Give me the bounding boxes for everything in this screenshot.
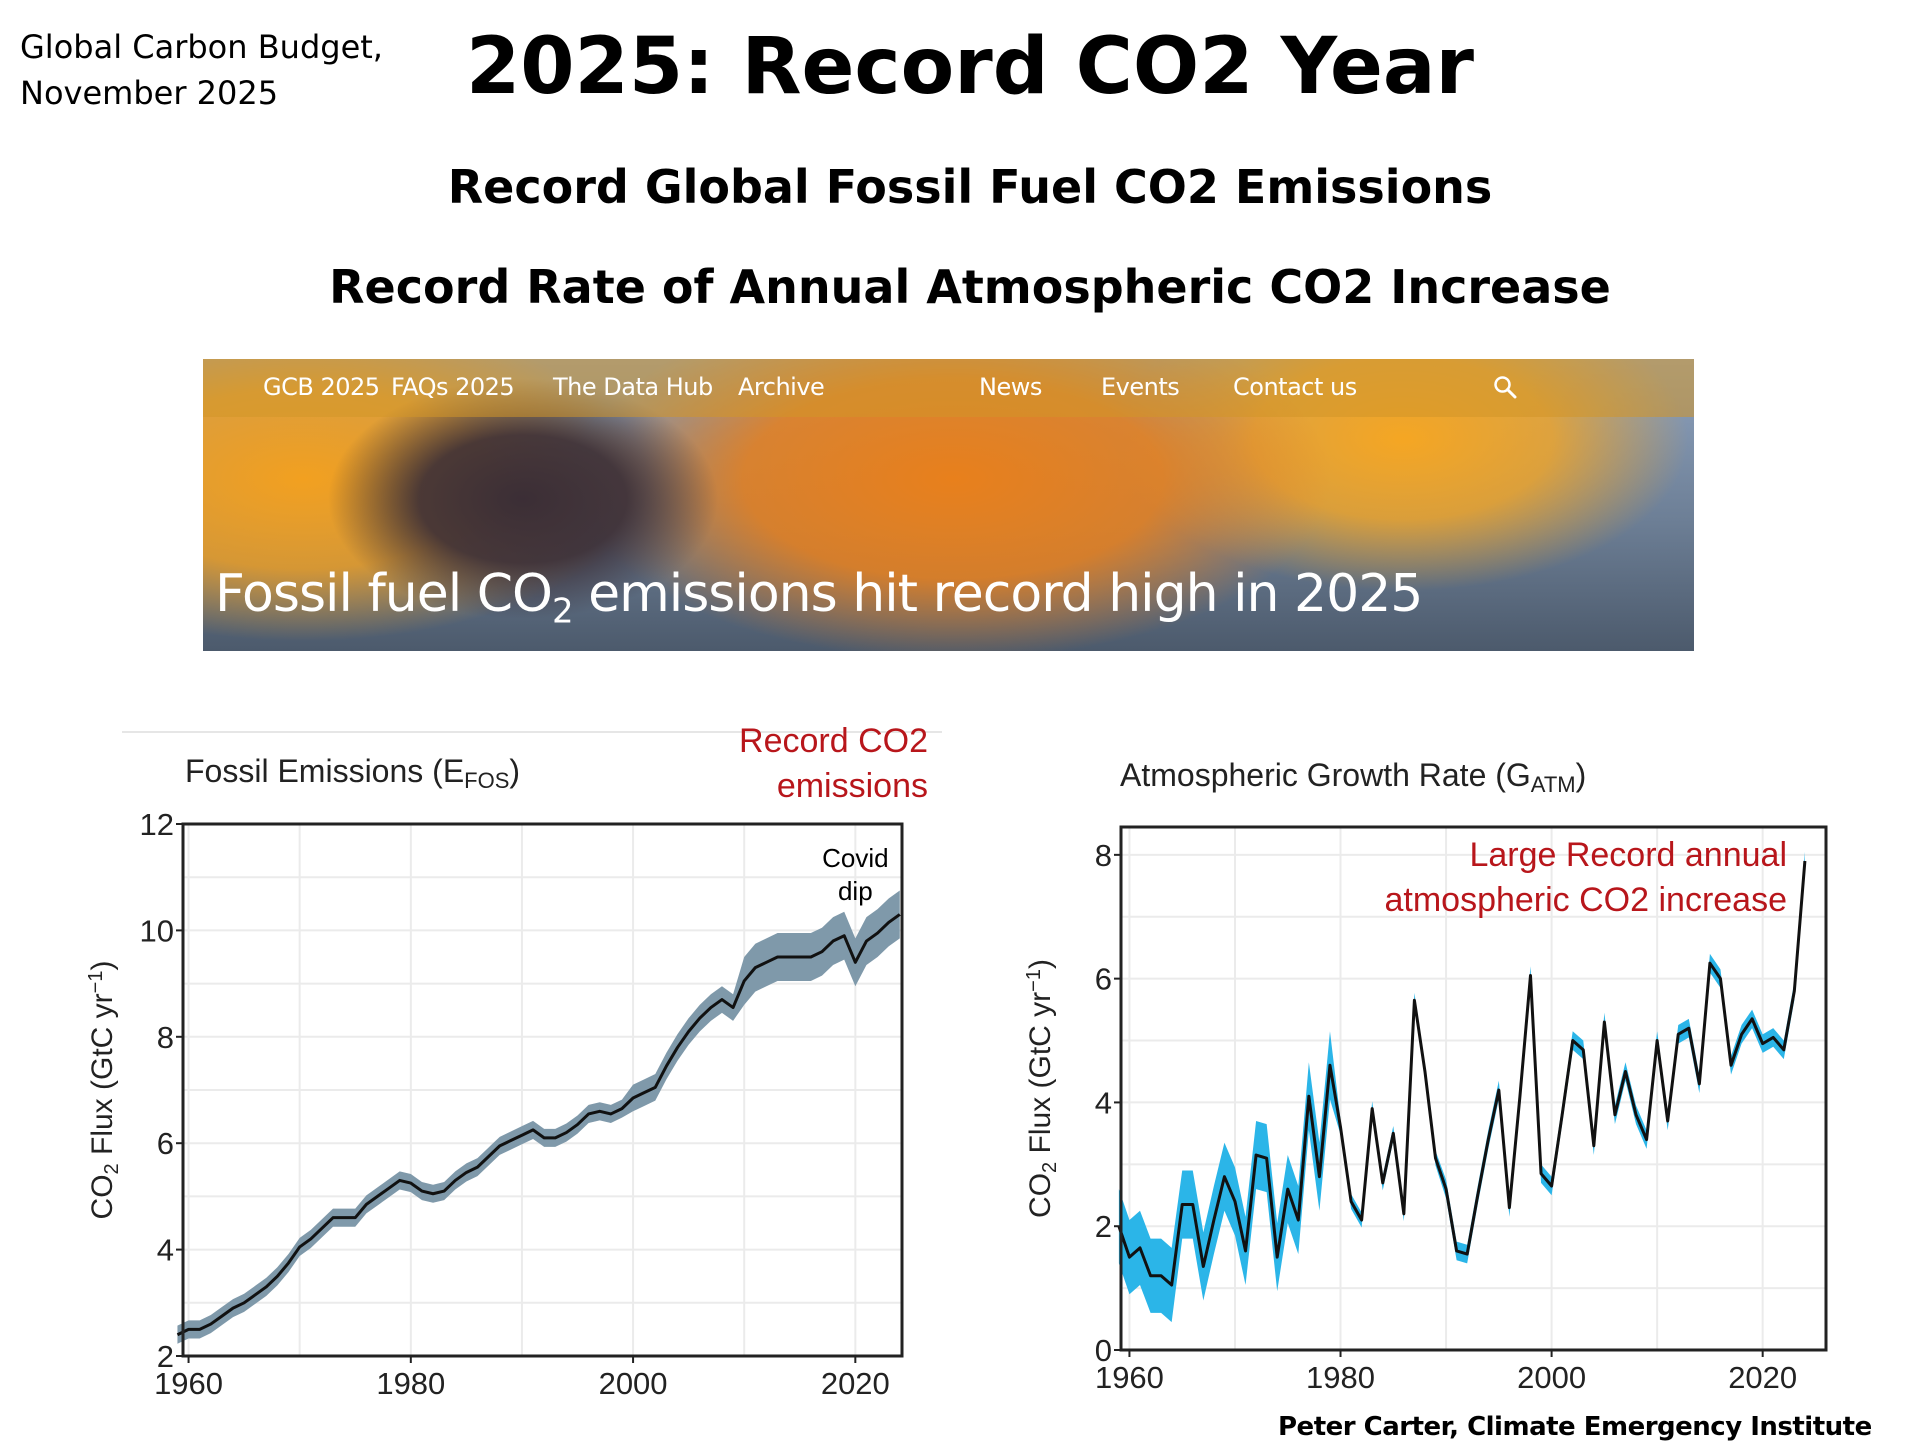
y-tick-label: 4 [1095,1085,1112,1120]
annotation-covid-dip: dip [838,876,873,906]
annotation-red-text: emissions [777,767,928,805]
banner-nav: GCB 2025 FAQs 2025 The Data Hub Archive … [203,359,1694,417]
x-tick-label: 2000 [599,1366,668,1401]
nav-item-data-hub[interactable]: The Data Hub [553,373,713,401]
chart-title: Fossil Emissions (EFOS) [185,753,520,793]
subtitle-atmospheric: Record Rate of Annual Atmospheric CO2 In… [0,260,1920,314]
gcb-website-banner: GCB 2025 FAQs 2025 The Data Hub Archive … [203,359,1694,651]
y-axis-label: CO2 Flux (GtC yr−1) [1023,959,1061,1218]
x-tick-label: 1980 [376,1366,445,1401]
headline-subscript: 2 [552,591,573,631]
annotation-red-text: atmospheric CO2 increase [1384,881,1787,919]
y-tick-label: 6 [1095,962,1112,997]
y-tick-label: 8 [1095,838,1112,873]
banner-headline: Fossil fuel CO2 emissions hit record hig… [215,564,1422,631]
nav-item-archive[interactable]: Archive [738,373,824,401]
y-tick-label: 2 [1095,1209,1112,1244]
y-tick-label: 6 [157,1126,174,1161]
annotation-red-text: Large Record annual [1469,836,1787,874]
x-tick-label: 2020 [821,1366,890,1401]
y-tick-label: 8 [157,1020,174,1055]
subtitle-emissions: Record Global Fossil Fuel CO2 Emissions [0,160,1920,214]
x-tick-label: 1960 [154,1366,223,1401]
headline-suffix: emissions hit record high in 2025 [573,564,1423,624]
y-axis-label: CO2 Flux (GtC yr−1) [85,961,123,1220]
nav-item-gcb-2025[interactable]: GCB 2025 [263,373,380,401]
headline-prefix: Fossil fuel CO [215,564,552,624]
y-tick-label: 12 [140,807,174,842]
nav-item-events[interactable]: Events [1101,373,1179,401]
nav-item-contact[interactable]: Contact us [1233,373,1357,401]
nav-item-news-label[interactable]: News [979,373,1042,401]
chart-title: Atmospheric Growth Rate (GATM) [1120,757,1586,797]
x-tick-label: 1960 [1095,1360,1164,1395]
credit-text: Peter Carter, Climate Emergency Institut… [1278,1412,1872,1442]
nav-item-faqs-2025[interactable]: FAQs 2025 [391,373,514,401]
x-tick-label: 2000 [1517,1360,1586,1395]
annotation-covid-dip: Covid [822,843,888,873]
search-icon[interactable] [1493,375,1517,399]
y-tick-label: 10 [140,913,174,948]
x-tick-label: 1980 [1306,1360,1375,1395]
annotation-red-text: Record CO2 [739,722,928,760]
y-tick-label: 4 [157,1233,174,1268]
x-tick-label: 2020 [1728,1360,1797,1395]
page-title: 2025: Record CO2 Year [0,22,1920,112]
